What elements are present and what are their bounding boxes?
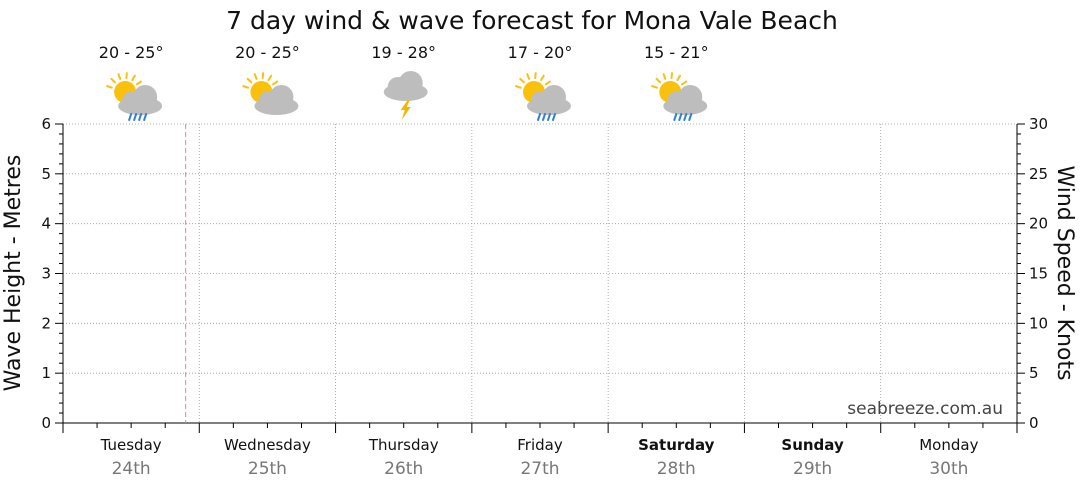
y-tick-label-right: 0 [1029, 414, 1039, 432]
temperature-range: 17 - 20° [508, 43, 573, 62]
y-tick-label-right: 15 [1029, 265, 1048, 283]
sun-ray [526, 73, 531, 80]
y-tick-label-left: 2 [41, 314, 51, 332]
rain-drop [143, 113, 148, 121]
temperature-range: 15 - 21° [644, 43, 709, 62]
cloud-puff [398, 71, 423, 95]
sun-ray [246, 77, 253, 84]
y-tick-label-right: 5 [1029, 364, 1039, 382]
sun-cloud-icon [242, 72, 299, 115]
day-date-label: 29th [793, 459, 832, 479]
sun-ray [544, 80, 551, 86]
rain-drop [678, 113, 683, 121]
rain-drop [128, 113, 133, 121]
y-axis-left-label: Wave Height - Metres [1, 155, 26, 392]
sun-cloud-rain-icon [106, 72, 163, 121]
y-tick-label-left: 1 [41, 364, 51, 382]
day-name-label: Monday [919, 436, 978, 454]
sun-ray [655, 77, 662, 84]
sun-ray [662, 73, 667, 80]
day-date-label: 27th [520, 459, 559, 479]
day-date-label: 26th [384, 459, 423, 479]
lightning-bolt [400, 100, 411, 120]
cloud-puff [133, 85, 158, 109]
temperature-range: 20 - 25° [99, 43, 164, 62]
cloud-puff [678, 85, 703, 109]
y-tick-label-right: 25 [1029, 165, 1048, 183]
cloud-puff [269, 85, 294, 109]
sun-ray [110, 77, 117, 84]
sun-ray [519, 77, 525, 84]
sun-ray [135, 80, 142, 86]
sun-ray [267, 74, 273, 81]
y-tick-label-right: 10 [1029, 314, 1048, 332]
rain-drop [138, 113, 143, 121]
rain-drop [673, 113, 678, 121]
y-tick-label-left: 3 [41, 265, 51, 283]
day-date-label: 24th [112, 459, 151, 479]
rain-drop [552, 113, 556, 121]
day-date-label: 25th [248, 459, 287, 479]
sun-ray [131, 74, 136, 81]
y-tick-label-right: 20 [1029, 215, 1048, 233]
sun-ray [106, 85, 113, 89]
sun-ray [514, 85, 522, 89]
day-date-label: 28th [657, 459, 696, 479]
day-name-label: Sunday [781, 436, 844, 454]
y-axis-right-label: Wind Speed - Knots [1052, 165, 1077, 380]
y-tick-label-left: 6 [41, 115, 51, 133]
cloud-puff [542, 85, 566, 109]
sun-ray [680, 80, 688, 86]
sun-ray [651, 85, 658, 89]
day-name-label: Thursday [368, 436, 439, 454]
sun-cloud-rain-icon [651, 72, 708, 121]
rain-drop [683, 113, 688, 121]
rain-drop [133, 113, 138, 121]
day-date-label: 30th [929, 459, 968, 479]
rain-drop [688, 113, 693, 121]
sun-ray [540, 74, 545, 81]
sun-ray [242, 85, 250, 89]
day-name-label: Wednesday [224, 436, 311, 454]
temperature-range: 20 - 25° [235, 43, 300, 62]
temperature-range: 19 - 28° [371, 43, 436, 62]
y-tick-label-left: 5 [41, 165, 51, 183]
sun-ray [676, 74, 682, 81]
sun-ray [117, 73, 122, 80]
rain-drop [547, 113, 551, 121]
y-tick-label-right: 30 [1029, 115, 1048, 133]
y-tick-label-left: 4 [41, 215, 51, 233]
day-name-label: Tuesday [100, 436, 162, 454]
chart-title: 7 day wind & wave forecast for Mona Vale… [226, 6, 838, 35]
storm-cloud-icon [383, 71, 428, 120]
day-name-label: Saturday [638, 436, 715, 454]
sun-cloud-rain-icon [514, 72, 571, 121]
day-name-label: Friday [517, 436, 563, 454]
credit-watermark: seabreeze.com.au [847, 399, 1003, 419]
rain-drop [542, 113, 546, 121]
rain-drop [537, 113, 541, 121]
y-tick-label-left: 0 [41, 414, 51, 432]
sun-ray [253, 73, 258, 80]
sun-ray [272, 80, 279, 86]
